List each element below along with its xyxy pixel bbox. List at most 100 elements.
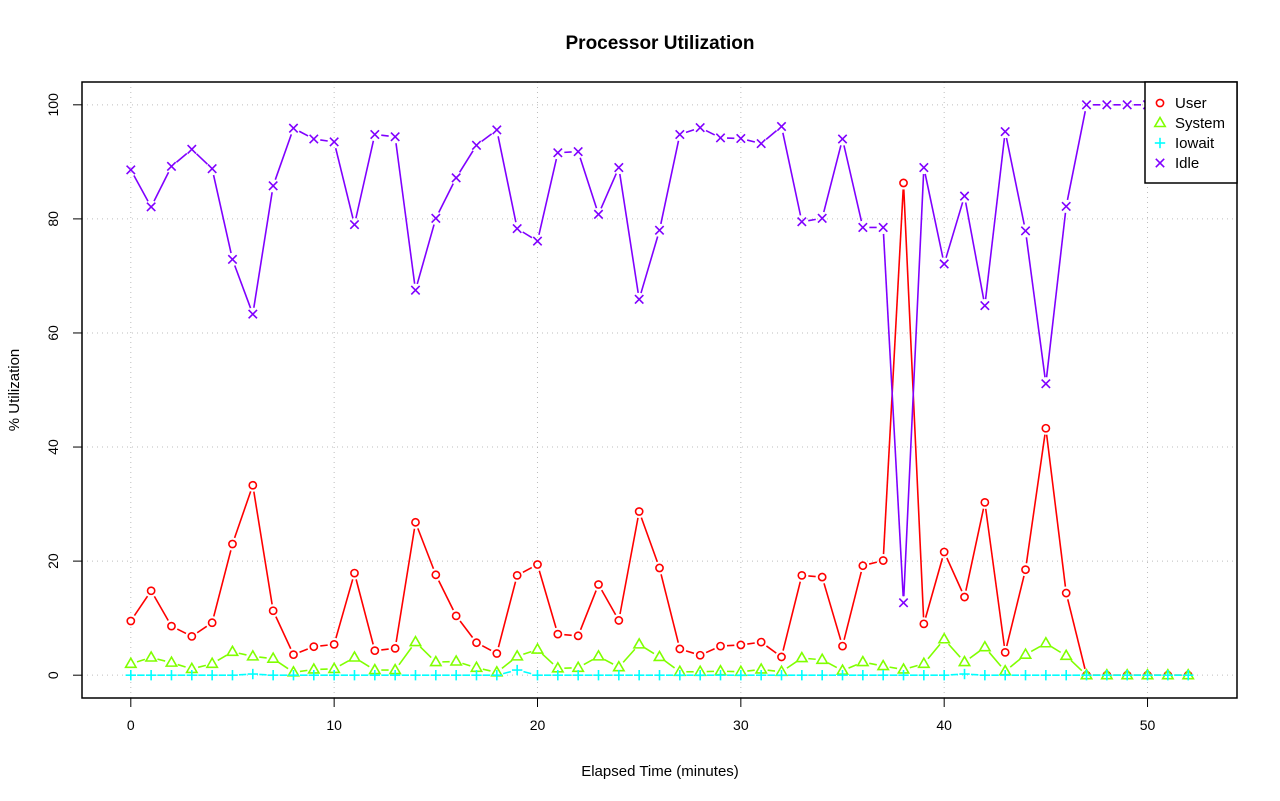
legend-label-idle: Idle: [1175, 155, 1199, 172]
series-user-segment: [747, 642, 755, 645]
y-tick-label: 20: [45, 553, 61, 569]
series-user-point: [1021, 565, 1030, 575]
y-axis-label: % Utilization: [6, 349, 23, 432]
series-system-segment: [664, 660, 676, 669]
series-user-segment: [868, 561, 878, 565]
series-idle-segment: [924, 173, 944, 258]
series-idle-segment: [705, 129, 716, 136]
series-idle-segment: [685, 128, 695, 134]
series-idle-point: [349, 219, 360, 230]
series-idle-point: [471, 140, 482, 151]
series-user-segment: [481, 645, 492, 652]
series-idle-point: [817, 213, 827, 224]
series-system-segment: [462, 662, 471, 667]
series-user-segment: [808, 575, 816, 578]
series-system-point: [957, 654, 972, 667]
series-user-point: [797, 570, 807, 580]
series-system-segment: [177, 663, 186, 668]
series-iowait-point: [735, 669, 747, 681]
series-system-segment: [644, 647, 655, 655]
legend-marker-system: [1153, 115, 1167, 128]
series-idle-point: [919, 162, 929, 173]
series-iowait-point: [267, 669, 279, 681]
series-user-segment: [765, 645, 777, 654]
series-idle-point: [695, 122, 705, 133]
series-iowait-point: [450, 669, 462, 681]
series-idle-segment: [619, 173, 639, 294]
series-idle-segment: [538, 158, 558, 235]
series-user-point: [248, 480, 258, 490]
series-user-point: [390, 643, 400, 653]
series-idle-segment: [298, 130, 309, 137]
series-system-segment: [541, 653, 554, 665]
series-user-segment: [823, 583, 842, 641]
legend-label-system: System: [1175, 115, 1225, 132]
series-user-point: [675, 644, 685, 654]
series-idle-segment: [458, 150, 474, 173]
series-idle-segment: [212, 174, 232, 254]
y-tick-label: 40: [45, 439, 61, 455]
series-system-segment: [501, 659, 513, 669]
series-idle-point: [797, 216, 807, 227]
series-idle-segment: [438, 183, 454, 213]
series-user-point: [492, 649, 502, 658]
series-idle-segment: [481, 133, 493, 143]
series-iowait-point: [999, 669, 1011, 681]
series-idle-point: [614, 162, 624, 173]
series-system-segment: [197, 664, 207, 669]
series-iowait-point: [491, 669, 503, 681]
series-idle-segment: [600, 173, 617, 209]
legend-marker-iowait: [1154, 137, 1166, 149]
series-system-point: [449, 654, 463, 666]
series-idle-segment: [233, 265, 252, 309]
series-idle-point: [187, 144, 197, 155]
series-system-point: [429, 654, 443, 667]
legend-item-idle: Idle: [1155, 155, 1199, 172]
x-tick-label: 50: [1140, 717, 1156, 733]
series-idle-segment: [1066, 111, 1087, 201]
series-system-point: [1018, 647, 1033, 659]
series-idle-point: [1041, 378, 1051, 389]
series-idle-segment: [253, 192, 273, 308]
series-system-segment: [136, 658, 146, 663]
series-idle-point: [1061, 201, 1071, 212]
series-system-point: [408, 635, 423, 647]
series-user: [126, 178, 1193, 680]
series-idle-point: [370, 129, 380, 140]
series-user-point: [329, 639, 339, 649]
axes: 0 10 20 30 40 50 0 20 40 60 80 100: [45, 93, 1156, 733]
series-idle-segment: [660, 140, 680, 225]
series-iowait-point: [979, 669, 991, 681]
series-user-segment: [299, 648, 309, 654]
series-iowait-point: [816, 669, 828, 681]
series-system-segment: [482, 668, 491, 672]
series-system-point: [144, 650, 158, 662]
series-layer: [124, 100, 1195, 681]
series-user-point: [939, 547, 949, 557]
series-iowait-point: [776, 669, 787, 681]
series-idle: [126, 100, 1193, 608]
series-user-segment: [381, 648, 389, 651]
series-iowait-point: [898, 669, 909, 681]
series-system-segment: [848, 663, 858, 669]
series-user-segment: [522, 566, 533, 574]
series-user-segment: [782, 581, 802, 651]
series-iowait-point: [125, 669, 137, 681]
series-user-segment: [903, 189, 925, 618]
series-system-segment: [889, 666, 898, 670]
series-idle-point: [1122, 100, 1132, 110]
legend-marker-user: [1155, 98, 1165, 108]
series-iowait-point: [959, 668, 970, 680]
series-system-point: [1059, 648, 1073, 661]
y-tick-label: 0: [45, 671, 61, 679]
series-idle-segment: [808, 218, 816, 222]
series-user-point: [512, 570, 522, 580]
series-user-point: [146, 586, 156, 596]
series-system-point: [652, 649, 667, 662]
series-iowait-point: [877, 669, 889, 681]
series-idle-point: [634, 294, 644, 305]
series-idle-segment: [1025, 237, 1046, 378]
series-user-segment: [924, 558, 944, 618]
series-idle-segment: [320, 139, 328, 142]
series-user-segment: [355, 579, 374, 645]
